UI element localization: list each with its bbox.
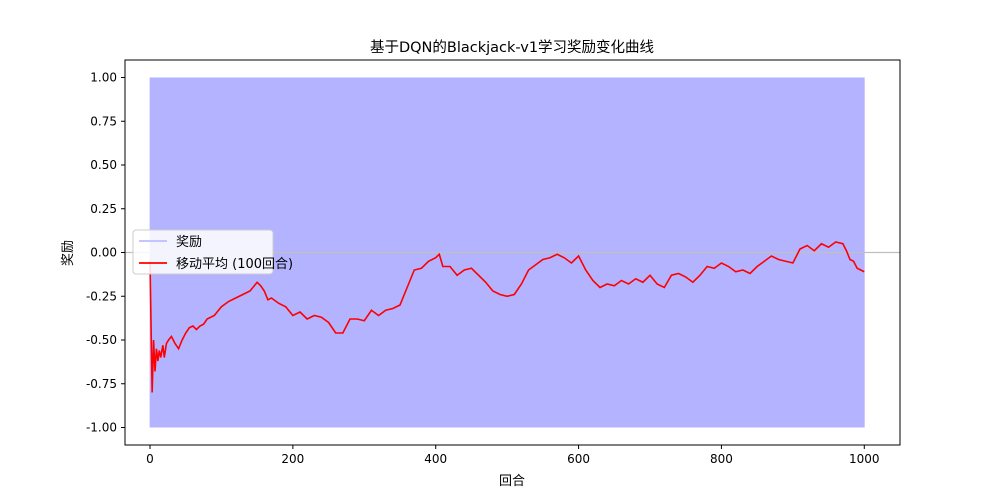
x-axis-label: 回合 bbox=[499, 474, 525, 489]
y-tick-label: -0.50 bbox=[86, 333, 117, 347]
x-tick-label: 800 bbox=[710, 452, 733, 466]
x-tick-label: 200 bbox=[281, 452, 304, 466]
y-axis-ticks: -1.00 -0.75 -0.50 -0.25 0.00 0.25 0.50 0.75 1.00 bbox=[86, 71, 125, 435]
moving-average-line bbox=[149, 241, 865, 393]
x-tick-label: 1000 bbox=[849, 452, 880, 466]
y-tick-label: -0.25 bbox=[86, 289, 117, 303]
y-tick-label: 0.00 bbox=[90, 246, 117, 260]
y-tick-label: 1.00 bbox=[90, 71, 117, 85]
y-tick-label: 0.50 bbox=[90, 158, 117, 172]
y-tick-label: 0.25 bbox=[90, 202, 117, 216]
legend-entry-reward: 奖励 bbox=[176, 235, 202, 250]
x-tick-label: 400 bbox=[424, 452, 447, 466]
x-tick-label: 600 bbox=[567, 452, 590, 466]
chart-title: 基于DQN的Blackjack-v1学习奖励变化曲线 bbox=[370, 39, 654, 56]
y-tick-label: -0.75 bbox=[86, 377, 117, 391]
y-axis-label: 奖励 bbox=[61, 240, 76, 266]
x-axis-ticks: 0 200 400 600 800 1000 bbox=[146, 445, 880, 466]
y-tick-label: 0.75 bbox=[90, 114, 117, 128]
legend-entry-moving-average: 移动平均 (100回合) bbox=[176, 257, 293, 272]
y-tick-label: -1.00 bbox=[86, 421, 117, 435]
legend-box bbox=[132, 229, 274, 275]
legend: 奖励 移动平均 (100回合) bbox=[132, 229, 293, 275]
x-tick-label: 0 bbox=[146, 452, 154, 466]
